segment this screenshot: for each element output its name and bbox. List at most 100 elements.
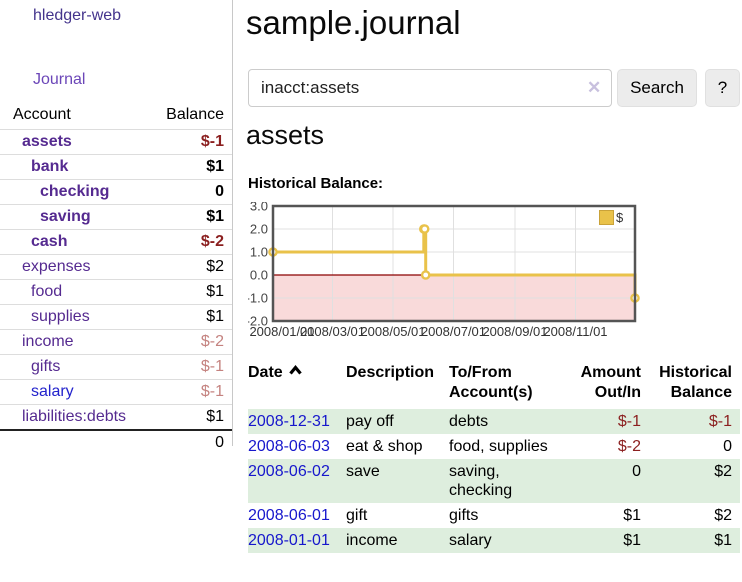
svg-text:2.0: 2.0 [250,222,268,237]
account-balance: $-1 [140,354,232,380]
transactions-table: Date Description To/From Account(s) Amount Ou… [248,361,740,553]
account-balance: $-1 [140,129,232,155]
transaction-row: 2008-06-03 eat & shop food, supplies $-2 0 [248,434,740,459]
account-balance: $1 [140,404,232,430]
account-row: liabilities:debts $1 [0,404,232,430]
account-balance: $1 [140,204,232,230]
transaction-date-cell: 2008-01-01 [248,528,346,553]
account-row: checking 0 [0,179,232,205]
transaction-amount: $1 [623,532,641,549]
app-brand-link[interactable]: hledger-web [33,7,122,24]
sidebar: hledger-web Journal Account Balance asse… [0,0,233,455]
transaction-date-cell: 2008-06-01 [248,503,346,528]
accounts-total-row: 0 [0,429,232,455]
transaction-amount: 0 [632,463,641,480]
accounts-table-header-row: Account Balance [0,102,232,130]
transaction-accounts: salary [449,532,492,549]
transaction-row: 2008-06-02 save saving, checking 0 $2 [248,459,740,503]
svg-text:-1.0: -1.0 [248,291,268,306]
transaction-amount: $-1 [617,413,641,430]
account-name-cell: gifts [0,354,140,380]
accounts-header-account: Account [13,106,71,123]
transaction-description: income [346,532,398,549]
svg-text:1.0: 1.0 [250,245,268,260]
account-name-cell: salary [0,379,140,405]
account-row: food $1 [0,279,232,305]
account-name-cell: food [0,279,140,305]
sidebar-account-link-income[interactable]: income [22,333,74,350]
search-input[interactable] [248,69,612,107]
search-button[interactable]: Search [617,69,697,107]
header-line1: Date [248,363,346,383]
account-balance: $2 [140,254,232,280]
transaction-date-link[interactable]: 2008-06-03 [248,438,330,455]
svg-text:2008/05/01: 2008/05/01 [360,324,425,339]
svg-text:2008/09/01: 2008/09/01 [482,324,547,339]
transaction-date-link[interactable]: 2008-06-02 [248,463,330,480]
page-title: sample.journal [246,4,461,41]
account-row: supplies $1 [0,304,232,330]
svg-text:3.0: 3.0 [250,202,268,214]
sidebar-account-link-gifts[interactable]: gifts [31,358,61,375]
transaction-balance: 0 [723,438,732,455]
sidebar-account-link-salary[interactable]: salary [31,383,74,400]
transaction-date-link[interactable]: 2008-01-01 [248,532,330,549]
sidebar-account-link-cash[interactable]: cash [31,233,68,250]
transaction-date-link[interactable]: 2008-12-31 [248,413,330,430]
historical-balance-chart: 3.0 2.0 1.0 0.0 -1.0 -2.02008/01/012008/03/01… [246,199,742,354]
account-balance: $-2 [140,329,232,355]
account-row: expenses $2 [0,254,232,280]
svg-text:-2.0: -2.0 [248,314,268,329]
transaction-date-link[interactable]: 2008-06-01 [248,507,330,524]
svg-text:0.0: 0.0 [250,268,268,283]
transaction-amount: $1 [623,507,641,524]
accounts-total-value: 0 [140,429,232,455]
account-row: gifts $-1 [0,354,232,380]
sort-asc-chevron-up-icon [288,365,302,375]
account-name-cell: saving [0,204,140,230]
header-line2: Out/In [594,384,641,401]
transaction-row: 2008-06-01 gift gifts $1 $2 [248,503,740,528]
transaction-accounts: gifts [449,507,479,524]
legend-series-label: $ [616,210,624,225]
chart-canvas: 3.0 2.0 1.0 0.0 -1.0 -2.02008/01/012008/03/01… [246,199,640,339]
clear-search-icon[interactable]: ✕ [587,78,602,97]
account-balance: $-2 [140,229,232,255]
account-balance: $1 [140,279,232,305]
account-balance: $-1 [140,379,232,405]
transaction-accounts: debts [449,413,489,430]
account-balance: 0 [140,179,232,205]
transaction-date-cell: 2008-06-03 [248,434,346,459]
transaction-balance: $2 [714,463,732,480]
sidebar-account-link-assets[interactable]: assets [22,133,72,150]
sidebar-account-link-food[interactable]: food [31,283,63,300]
transactions-header-date[interactable]: Date [248,361,346,409]
chart-legend: $ [599,210,623,225]
account-row: saving $1 [0,204,232,230]
transaction-description: gift [346,507,368,524]
sidebar-account-link-checking[interactable]: checking [40,183,110,200]
transaction-date-cell: 2008-12-31 [248,409,346,434]
account-name-cell: income [0,329,140,355]
header-line1: Amount [580,364,641,381]
sidebar-account-link-bank[interactable]: bank [31,158,69,175]
header-line2: Balance [670,384,732,401]
transaction-accounts: saving, checking [449,463,513,499]
transaction-balance: $-1 [708,413,732,430]
account-heading: assets [246,120,325,150]
account-name-cell: assets [0,129,140,155]
sidebar-account-link-supplies[interactable]: supplies [31,308,90,325]
sidebar-account-link-liabilities-debts[interactable]: liabilities:debts [22,408,127,425]
account-row: assets $-1 [0,129,232,155]
chart-title: Historical Balance: [248,175,384,192]
transactions-header-row: Date Description To/From Account(s) Amount Ou… [248,361,740,409]
transactions-header-historical: Historical Balance [641,361,740,409]
transaction-row: 2008-01-01 income salary $1 $1 [248,528,740,553]
sidebar-item-journal[interactable]: Journal [33,71,86,88]
sidebar-account-link-expenses[interactable]: expenses [22,258,91,275]
sidebar-account-link-saving[interactable]: saving [40,208,91,225]
transaction-date-cell: 2008-06-02 [248,459,346,503]
search-help-button[interactable]: ? [705,69,740,107]
svg-text:2008/11/01: 2008/11/01 [543,324,607,339]
transaction-description: save [346,463,380,480]
